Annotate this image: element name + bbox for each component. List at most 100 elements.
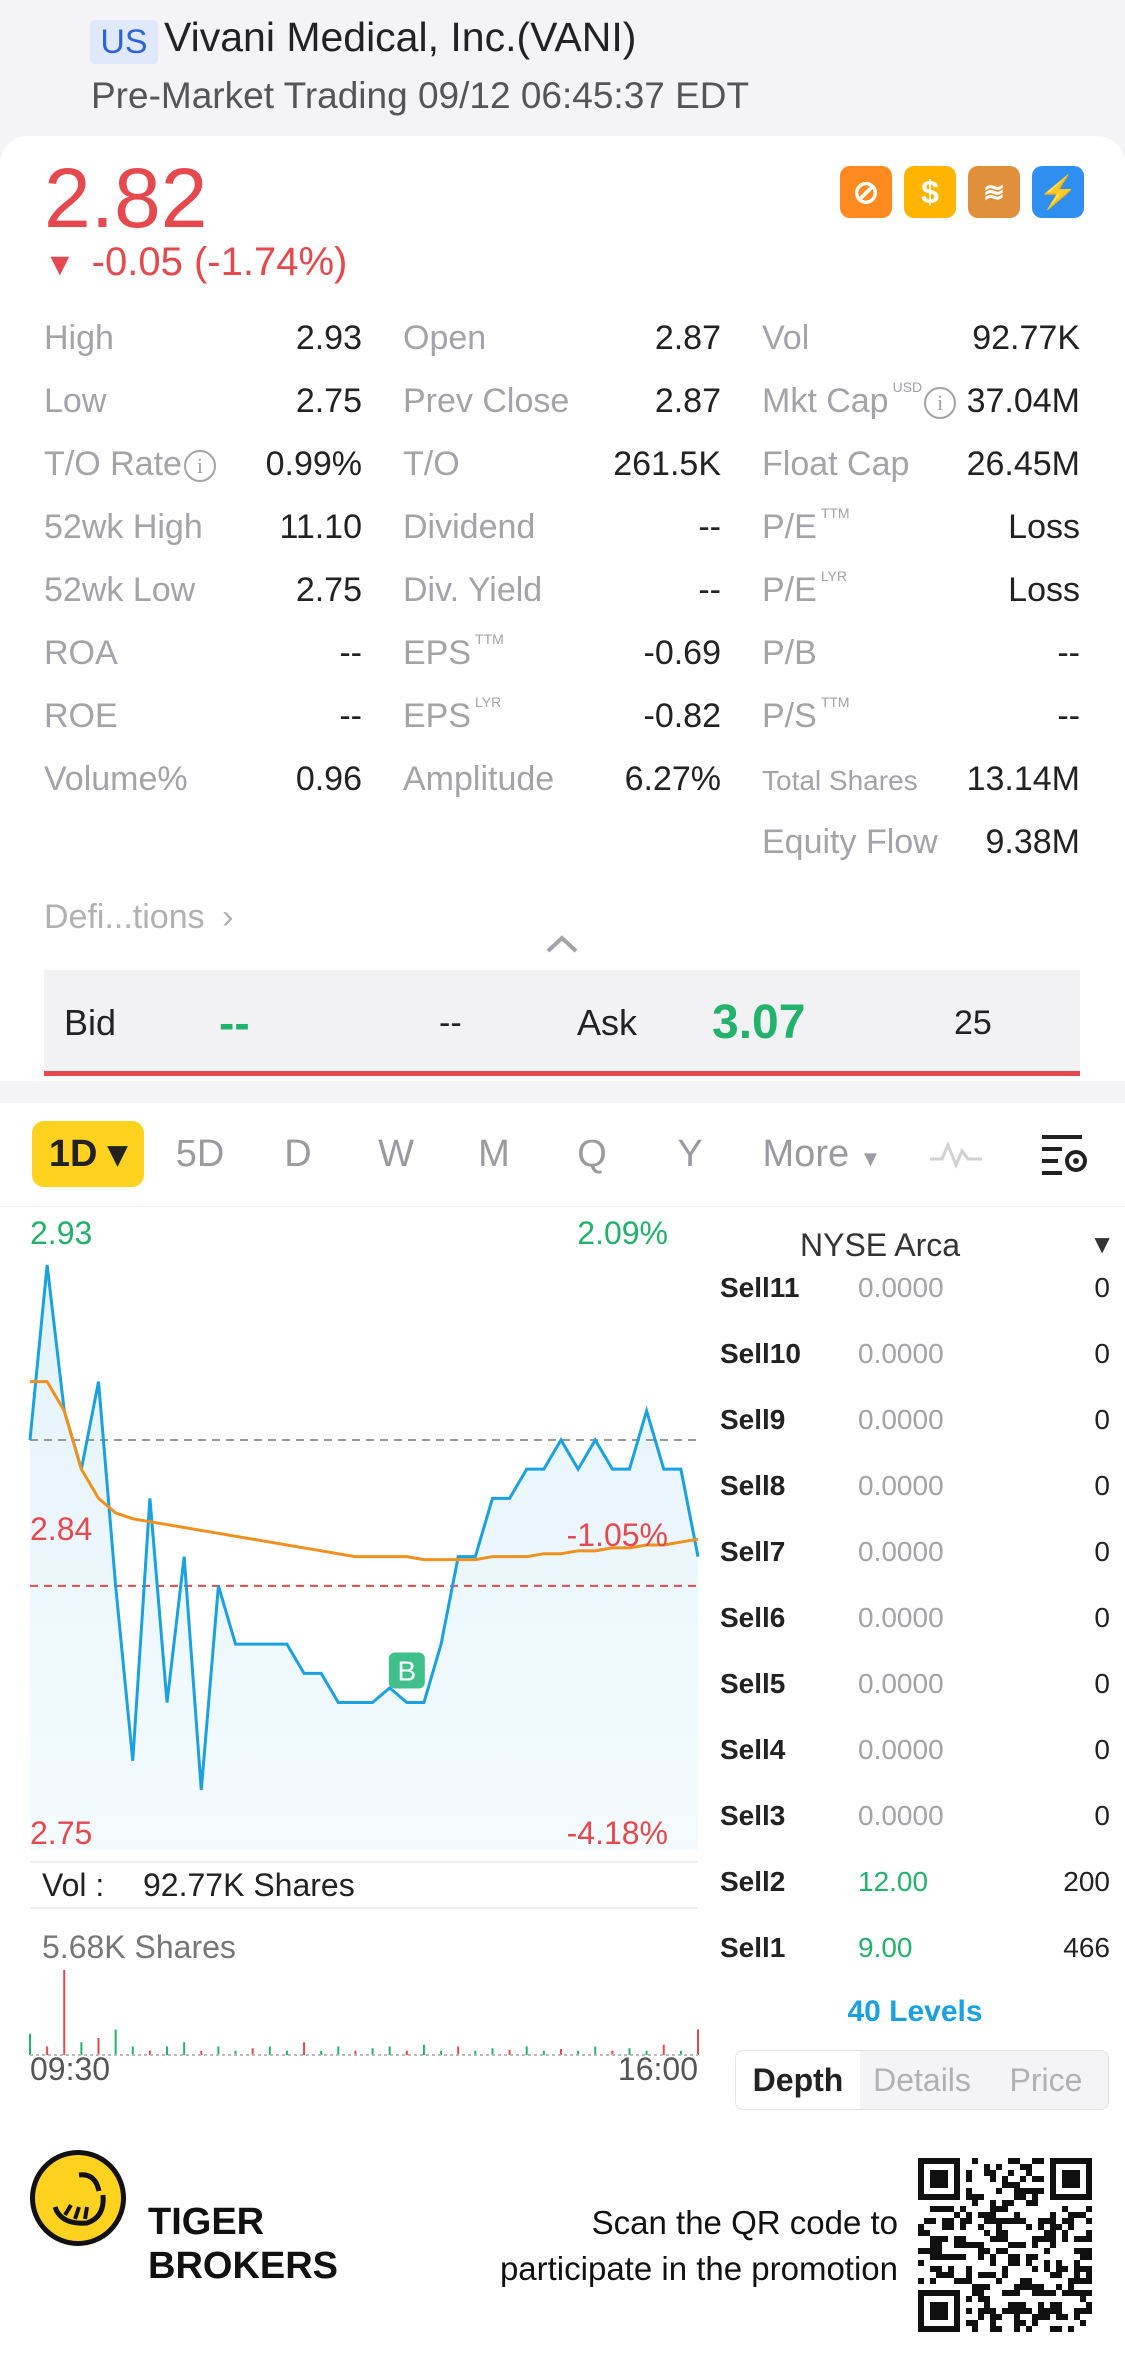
collapse-caret-icon[interactable] (545, 934, 579, 954)
tab-q[interactable]: Q (577, 1133, 607, 1175)
order-price: 0.0000 (858, 1734, 944, 1765)
stat-label-text: Mkt Cap (762, 382, 889, 420)
stat-value: -0.69 (643, 634, 722, 672)
stat-label: P/S TTM (762, 692, 850, 740)
stat-value: 13.14M (966, 760, 1080, 798)
stat-label-text: P/S (762, 697, 817, 735)
stat-label-text: Volume% (44, 760, 188, 798)
order-qty: 466 (1063, 1932, 1110, 1963)
indicator-icon[interactable] (928, 1139, 984, 1169)
stat-label-sup: USD (892, 379, 923, 395)
chart-settings-icon[interactable] (1038, 1131, 1090, 1177)
order-level: Sell8 (720, 1470, 786, 1501)
order-price: 0.0000 (858, 1536, 944, 1567)
stat-label-text: 52wk High (44, 508, 203, 546)
stat-col3-8: Equity Flow 9.38M (762, 818, 1080, 866)
order-level: Sell1 (720, 1932, 786, 1963)
stat-col1-7: Volume% 0.96 (44, 755, 362, 803)
definitions-link[interactable]: Defi...tions › (44, 898, 233, 937)
stat-label: P/E LYR (762, 566, 847, 614)
intraday-chart[interactable]: B 2.93 2.09% 2.84 -1.05% 2.75 -4.18% Vol… (0, 1210, 710, 2090)
stat-col2-4: Div. Yield -- (403, 566, 721, 614)
exchange-name: NYSE Arca (800, 1227, 961, 1263)
stat-value: 2.87 (654, 319, 721, 357)
stock-name: Vivani Medical, Inc.(VANI) (164, 14, 637, 60)
stat-label: T/O Rate i (44, 440, 216, 488)
stat-value: -- (339, 697, 362, 735)
stat-label-text: EPS (403, 697, 472, 735)
stat-label: P/B (762, 629, 817, 677)
stat-value: 26.45M (966, 445, 1080, 483)
stat-col3-0: Vol 92.77K (762, 314, 1080, 362)
price-change-value: -0.05 (-1.74%) (91, 240, 348, 284)
bid-ask-bar: Bid -- -- Ask 3.07 25 (44, 970, 1080, 1076)
order-level: Sell3 (720, 1800, 786, 1831)
dollar-icon[interactable]: $ (904, 166, 956, 218)
stat-col1-5: ROA -- (44, 629, 362, 677)
promo-line-2: participate in the promotion (499, 2250, 898, 2287)
stack-icon[interactable]: ≋ (968, 166, 1020, 218)
stat-label: Mkt Cap USDi (762, 377, 957, 425)
stat-value: -- (1057, 697, 1080, 735)
stat-value: 37.04M (966, 382, 1080, 420)
tab-more[interactable]: More ▼ (752, 1121, 892, 1187)
quote-card (0, 136, 1125, 1081)
brand-line-2: BROKERS (148, 2245, 339, 2287)
section-divider (0, 1081, 1125, 1103)
ask-price: 3.07 (712, 996, 806, 1049)
tab-5d[interactable]: 5D (175, 1133, 225, 1175)
stat-value: -0.82 (643, 697, 722, 735)
volume-value: 92.77K Shares (143, 1867, 355, 1903)
tab-y[interactable]: Y (677, 1133, 703, 1175)
volume-label: Vol : (42, 1867, 104, 1903)
tab-price[interactable]: Price (1009, 2062, 1083, 2098)
stat-label-text: Amplitude (403, 760, 555, 798)
info-icon[interactable]: i (924, 387, 957, 420)
stat-col3-7: Total Shares 13.14M (762, 755, 1080, 803)
order-qty: 200 (1063, 1866, 1110, 1897)
order-price: 0.0000 (858, 1338, 944, 1369)
pct-mid-label: -1.05% (567, 1517, 668, 1553)
stat-value: 9.38M (985, 823, 1081, 861)
tab-w[interactable]: W (378, 1133, 414, 1175)
exchange-selector[interactable]: NYSE Arca ▼ (730, 1225, 1115, 1275)
buy-marker[interactable]: B (388, 1652, 425, 1689)
order-qty: 0 (1094, 1668, 1110, 1699)
stat-label: Vol (762, 314, 809, 362)
stat-col3-2: Float Cap 26.45M (762, 440, 1080, 488)
stat-label-text: Prev Close (403, 382, 570, 420)
order-book-row: Sell9 0.0000 0 (720, 1387, 1110, 1453)
stat-col3-5: P/B -- (762, 629, 1080, 677)
definitions-label: Defi...tions (44, 898, 205, 936)
order-price: 0.0000 (858, 1602, 944, 1633)
stat-value: 92.77K (972, 319, 1080, 357)
tab-details[interactable]: Details (873, 2062, 971, 2098)
stat-value: Loss (1008, 508, 1080, 546)
no-short-icon[interactable]: ⊘ (840, 166, 892, 218)
stat-value: 0.96 (295, 760, 362, 798)
tab-d[interactable]: D (284, 1133, 312, 1175)
stat-label: ROA (44, 629, 118, 677)
stat-label: 52wk High (44, 503, 203, 551)
stat-col2-6: EPS LYR -0.82 (403, 692, 721, 740)
price-low-label: 2.75 (30, 1815, 92, 1851)
tiger-brokers-logo (30, 2150, 126, 2246)
tab-1d[interactable]: 1D ▾ (32, 1121, 144, 1187)
stat-label-text: High (44, 319, 114, 357)
stat-col1-4: 52wk Low 2.75 (44, 566, 362, 614)
lightning-icon[interactable]: ⚡ (1032, 166, 1084, 218)
stat-value: -- (698, 508, 721, 546)
levels-link[interactable]: 40 Levels (847, 1995, 983, 2028)
tab-depth[interactable]: Depth (736, 2051, 860, 2109)
feature-badges: ⊘ $ ≋ ⚡ (840, 166, 1084, 218)
info-icon[interactable]: i (183, 450, 216, 483)
stat-col3-1: Mkt Cap USDi 37.04M (762, 377, 1080, 425)
tab-m[interactable]: M (478, 1133, 510, 1175)
brand-name: TIGER BROKERS (148, 2200, 338, 2288)
order-book-row: Sell4 0.0000 0 (720, 1717, 1110, 1783)
stat-value: -- (698, 571, 721, 609)
price-change: ▼ -0.05 (-1.74%) (44, 240, 347, 285)
stat-label-text: ROE (44, 697, 118, 735)
order-book-row: Sell10 0.0000 0 (720, 1321, 1110, 1387)
price-line (28, 1264, 700, 1791)
